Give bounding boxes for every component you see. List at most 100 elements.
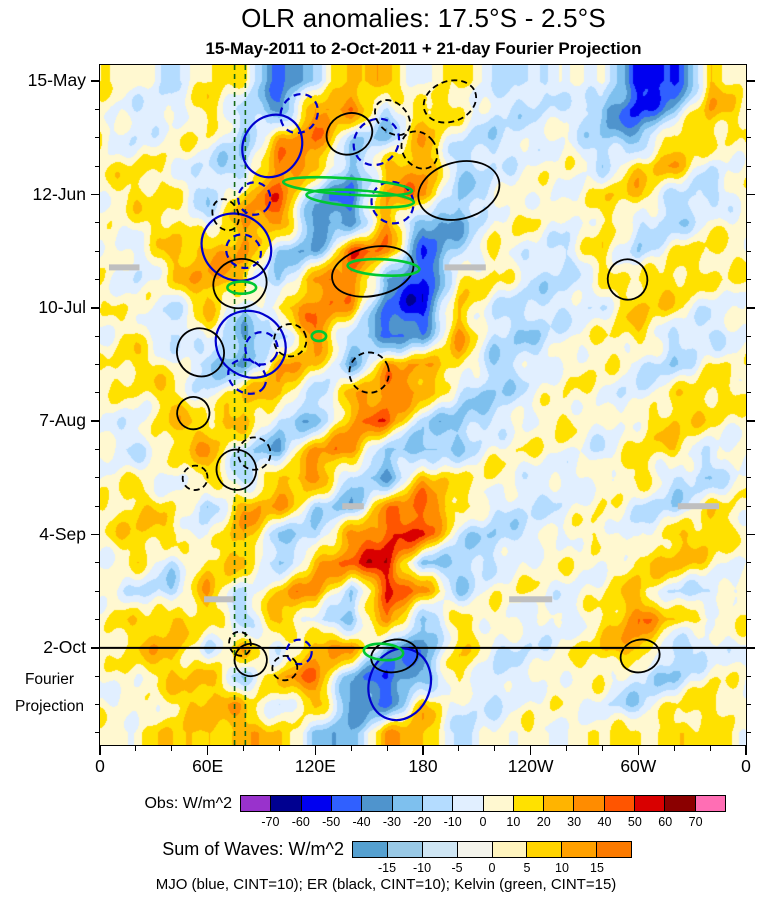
er-wave-contour	[233, 642, 268, 678]
fourier-label-line1: Fourier	[24, 671, 75, 688]
er-wave-contour	[422, 79, 478, 124]
y-major-tick-right	[746, 80, 755, 82]
mjo-wave-contour	[237, 181, 272, 216]
sum-colorbar-segment	[597, 842, 631, 857]
obs-colorbar-tick-label: 10	[506, 815, 521, 829]
y-minor-tick-right	[746, 392, 751, 394]
y-major-tick	[91, 193, 100, 196]
mjo-wave-contour	[367, 647, 433, 722]
y-minor-tick	[95, 704, 100, 706]
sum-colorbar-tick-label: -5	[451, 861, 463, 875]
mjo-wave-contour	[244, 331, 279, 366]
y-minor-tick-right	[746, 279, 751, 281]
obs-colorbar-segment	[271, 796, 302, 811]
er-wave-contour	[325, 112, 374, 156]
x-minor-tick	[601, 745, 603, 751]
y-minor-tick-right	[746, 109, 751, 111]
obs-colorbar-tick-label: 50	[627, 815, 642, 829]
mjo-wave-contour	[279, 92, 320, 135]
y-major-tick-right	[746, 420, 755, 422]
y-major-tick	[91, 80, 100, 82]
y-minor-tick-right	[746, 477, 751, 479]
obs-colorbar-segment	[422, 796, 454, 811]
x-minor-tick	[673, 745, 675, 751]
x-major-tick	[99, 745, 101, 755]
y-minor-tick-right	[746, 732, 751, 734]
y-minor-tick	[95, 392, 100, 394]
obs-colorbar-segment	[483, 796, 514, 811]
y-major-tick-right	[746, 193, 755, 196]
y-major-tick	[91, 533, 100, 536]
y-minor-tick	[95, 675, 100, 677]
er-wave-contour	[348, 351, 390, 394]
y-minor-tick	[95, 590, 100, 592]
mjo-wave-contour	[200, 212, 273, 282]
er-wave-contour	[228, 630, 252, 657]
er-wave-contour	[181, 464, 209, 491]
obs-colorbar-tick-label: 30	[567, 815, 582, 829]
chart-subtitle: 15-May-2011 to 2-Oct-2011 + 21-day Fouri…	[205, 39, 642, 58]
x-major-tick	[206, 745, 209, 755]
obs-colorbar-segment	[574, 796, 605, 811]
y-major-tick	[91, 307, 100, 309]
x-major-tick	[637, 745, 640, 755]
y-tick-label: 4-Sep	[39, 523, 86, 544]
er-wave-contour	[176, 396, 211, 431]
obs-colorbar-segment	[362, 796, 393, 811]
obs-colorbar-segment	[544, 796, 575, 811]
er-wave-contour	[619, 638, 661, 674]
y-minor-tick	[95, 109, 100, 111]
obs-colorbar-segment	[695, 796, 725, 811]
er-wave-contour	[271, 655, 299, 682]
x-tick-label: 0	[95, 756, 105, 776]
obs-colorbar-segment	[241, 796, 272, 811]
er-wave-contour	[606, 258, 649, 301]
x-minor-tick	[386, 745, 388, 751]
sum-colorbar-tick-label: 15	[590, 861, 604, 875]
mjo-wave-contour	[241, 113, 304, 179]
sum-colorbar-segment	[422, 842, 458, 857]
mjo-wave-contour	[225, 233, 263, 270]
y-minor-tick-right	[746, 619, 751, 621]
obs-colorbar-label: Obs: W/m^2	[144, 795, 232, 812]
y-minor-tick	[95, 619, 100, 621]
missing-data-segment	[108, 264, 140, 271]
chart-title: OLR anomalies: 17.5°S - 2.5°S	[241, 3, 606, 33]
x-minor-tick	[494, 745, 496, 751]
y-tick-label: 10-Jul	[38, 296, 86, 317]
obs-colorbar-tick-label: -40	[352, 815, 371, 829]
kelvin-wave-contour	[362, 642, 405, 662]
y-major-tick-right	[746, 307, 755, 309]
obs-colorbar-segment	[513, 796, 545, 811]
sum-of-waves-colorbar	[352, 841, 632, 858]
obs-colorbar-segment	[301, 796, 332, 811]
y-tick-label: 12-Jun	[32, 183, 86, 204]
obs-colorbar-tick-label: 0	[479, 815, 487, 829]
er-wave-contour	[211, 198, 240, 232]
kelvin-wave-contour	[346, 257, 421, 277]
fourier-projection-label: Fourier Projection	[2, 666, 97, 720]
x-tick-label: 180	[408, 756, 438, 776]
obs-colorbar-tick-label: -70	[261, 815, 280, 829]
obs-colorbar-tick-label: -50	[322, 815, 341, 829]
obs-colorbar-segment	[635, 796, 666, 811]
sum-colorbar-tick-label: -15	[377, 861, 397, 875]
er-wave-contour	[176, 327, 225, 378]
missing-data-segment	[342, 503, 364, 510]
missing-data-segment	[677, 503, 720, 510]
sum-colorbar-tick-label: 0	[488, 861, 496, 875]
x-minor-tick	[278, 745, 280, 751]
y-minor-tick-right	[746, 222, 751, 224]
missing-data-segment	[204, 596, 235, 603]
x-tick-label: 60E	[192, 756, 224, 776]
obs-colorbar-tick-label: 20	[536, 815, 551, 829]
obs-colorbar-tick-label: 60	[658, 815, 673, 829]
y-minor-tick-right	[746, 562, 751, 564]
obs-colorbar-tick-label: -10	[443, 815, 462, 829]
er-wave-contour	[215, 448, 258, 491]
kelvin-wave-contour	[310, 330, 328, 343]
er-wave-contour	[374, 99, 411, 137]
y-minor-tick	[95, 732, 100, 734]
sum-colorbar-segment	[562, 842, 598, 857]
y-major-tick-right	[746, 533, 755, 536]
